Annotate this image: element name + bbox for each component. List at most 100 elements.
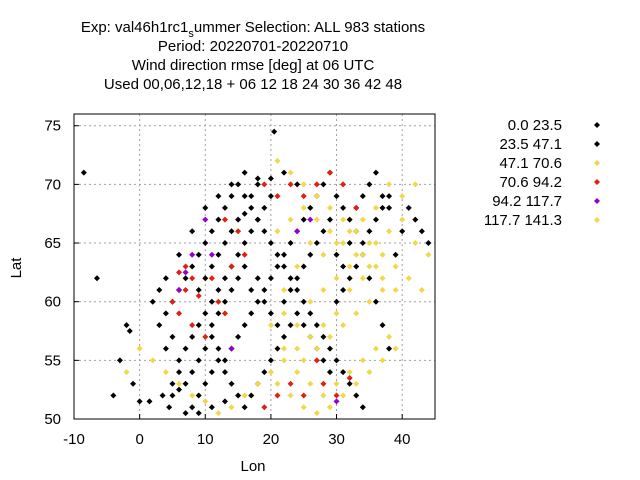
station-point bbox=[228, 345, 235, 352]
station-point bbox=[300, 404, 307, 411]
station-point bbox=[405, 204, 412, 211]
station-point bbox=[340, 369, 347, 376]
station-point bbox=[333, 398, 340, 405]
station-point bbox=[340, 322, 347, 329]
station-point bbox=[235, 216, 242, 223]
station-point bbox=[274, 228, 281, 235]
station-point bbox=[300, 204, 307, 211]
station-point bbox=[202, 310, 209, 317]
y-tick-label: 55 bbox=[44, 352, 61, 369]
station-point bbox=[313, 345, 320, 352]
station-point bbox=[418, 286, 425, 293]
station-point bbox=[307, 298, 314, 305]
station-point bbox=[274, 193, 281, 200]
station-point bbox=[162, 345, 169, 352]
title-line-4: Used 00,06,12,18 + 06 12 18 24 30 36 42 … bbox=[104, 76, 402, 93]
y-tick-label: 70 bbox=[44, 176, 61, 193]
y-tick-label: 75 bbox=[44, 118, 61, 135]
station-point bbox=[386, 228, 393, 235]
station-point bbox=[254, 216, 261, 223]
station-point bbox=[359, 251, 366, 258]
station-point bbox=[215, 310, 222, 317]
station-point bbox=[228, 263, 235, 270]
station-point bbox=[366, 298, 373, 305]
station-point bbox=[215, 410, 222, 417]
legend-label: 23.5 47.1 bbox=[499, 136, 562, 153]
station-point bbox=[261, 404, 268, 411]
station-point bbox=[372, 216, 379, 223]
station-point bbox=[241, 193, 248, 200]
station-point bbox=[366, 240, 373, 247]
station-point bbox=[228, 181, 235, 188]
station-point bbox=[346, 228, 353, 235]
station-point bbox=[221, 204, 228, 211]
legend-label: 70.6 94.2 bbox=[499, 174, 562, 191]
station-point bbox=[307, 310, 314, 317]
station-point bbox=[340, 204, 347, 211]
station-point bbox=[215, 357, 222, 364]
station-point bbox=[156, 322, 163, 329]
station-point bbox=[169, 298, 176, 305]
station-point bbox=[326, 345, 333, 352]
station-point bbox=[399, 193, 406, 200]
y-axis-label: Lat bbox=[8, 257, 25, 279]
station-point bbox=[399, 216, 406, 223]
station-point bbox=[235, 392, 242, 399]
station-point bbox=[353, 380, 360, 387]
station-point bbox=[353, 228, 360, 235]
station-point bbox=[271, 128, 278, 135]
station-point bbox=[294, 275, 301, 282]
station-point bbox=[366, 275, 373, 282]
station-point bbox=[353, 310, 360, 317]
station-point bbox=[208, 298, 215, 305]
station-point bbox=[182, 345, 189, 352]
station-point bbox=[80, 169, 87, 176]
station-point bbox=[221, 357, 228, 364]
station-point bbox=[110, 392, 117, 399]
station-point bbox=[287, 392, 294, 399]
station-point bbox=[386, 193, 393, 200]
station-point bbox=[366, 228, 373, 235]
station-point bbox=[215, 193, 222, 200]
station-point bbox=[208, 369, 215, 376]
title-line-2: Period: 20220701-20220710 bbox=[158, 38, 348, 55]
title-line-3: Wind direction rmse [deg] at 06 UTC bbox=[132, 57, 375, 74]
station-point bbox=[261, 298, 268, 305]
station-point bbox=[182, 410, 189, 417]
station-point bbox=[359, 193, 366, 200]
station-point bbox=[281, 169, 288, 176]
station-point bbox=[136, 345, 143, 352]
title-line-1: Exp: val46h1rc1summer Selection: ALL 983… bbox=[81, 19, 425, 40]
station-point bbox=[182, 380, 189, 387]
station-point bbox=[307, 204, 314, 211]
station-point bbox=[294, 369, 301, 376]
station-point bbox=[176, 269, 183, 276]
station-point bbox=[346, 240, 353, 247]
station-point bbox=[123, 322, 130, 329]
station-point bbox=[340, 392, 347, 399]
station-point bbox=[189, 333, 196, 340]
legend-label: 0.0 23.5 bbox=[508, 117, 562, 134]
station-point bbox=[366, 181, 373, 188]
x-axis-ticks: -10 0 10 20 30 40 bbox=[63, 414, 411, 448]
station-point bbox=[254, 380, 261, 387]
station-point bbox=[307, 216, 314, 223]
station-point bbox=[346, 374, 353, 381]
station-point bbox=[202, 398, 209, 405]
station-point bbox=[379, 204, 386, 211]
station-point bbox=[346, 275, 353, 282]
station-point bbox=[169, 392, 176, 399]
station-point bbox=[208, 333, 215, 340]
station-point bbox=[287, 275, 294, 282]
x-tick-label: 20 bbox=[263, 431, 280, 448]
station-point bbox=[281, 298, 288, 305]
station-point bbox=[300, 181, 307, 188]
station-point bbox=[235, 333, 242, 340]
station-point bbox=[189, 263, 196, 270]
station-point bbox=[353, 392, 360, 399]
station-point bbox=[126, 328, 133, 335]
station-point bbox=[313, 357, 320, 364]
station-point bbox=[146, 398, 153, 405]
station-point bbox=[281, 345, 288, 352]
legend-marker bbox=[594, 179, 600, 185]
